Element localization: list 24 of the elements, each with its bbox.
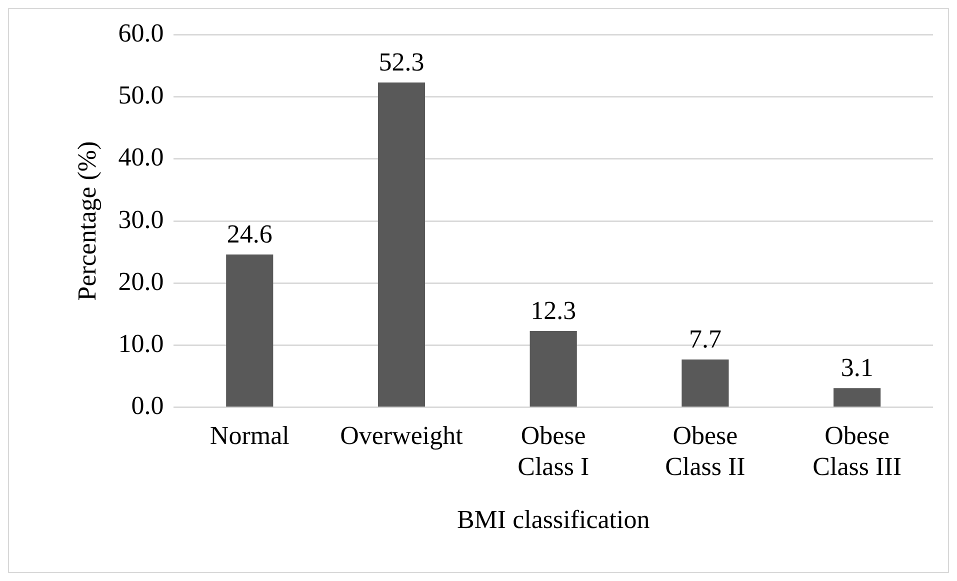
- y-tick-label: 10.0: [118, 329, 164, 358]
- bar: [834, 388, 881, 407]
- y-tick-label: 50.0: [118, 80, 164, 110]
- data-label: 3.1: [840, 352, 874, 382]
- data-label: 52.3: [378, 47, 424, 76]
- bar: [682, 360, 729, 407]
- x-axis-title: BMI classification: [456, 505, 650, 534]
- data-label: 24.6: [226, 219, 272, 248]
- bar: [378, 82, 426, 407]
- x-tick-label: Obese Class I: [518, 420, 590, 482]
- y-axis-title: Percentage (%): [72, 141, 102, 301]
- bar: [530, 330, 577, 407]
- y-tick-label: 20.0: [118, 266, 164, 296]
- data-label: 12.3: [530, 296, 576, 325]
- y-tick-label: 0.0: [131, 391, 164, 420]
- y-tick-label: 30.0: [118, 204, 164, 234]
- bar: [226, 254, 274, 407]
- y-tick-label: 60.0: [118, 18, 164, 48]
- x-tick-label: Obese Class II: [665, 420, 746, 482]
- x-tick-label: Obese Class III: [812, 420, 902, 482]
- x-tick-label: Overweight: [340, 420, 464, 450]
- data-label: 7.7: [688, 324, 722, 354]
- x-tick-label: Normal: [210, 420, 290, 450]
- y-tick-label: 40.0: [118, 142, 164, 172]
